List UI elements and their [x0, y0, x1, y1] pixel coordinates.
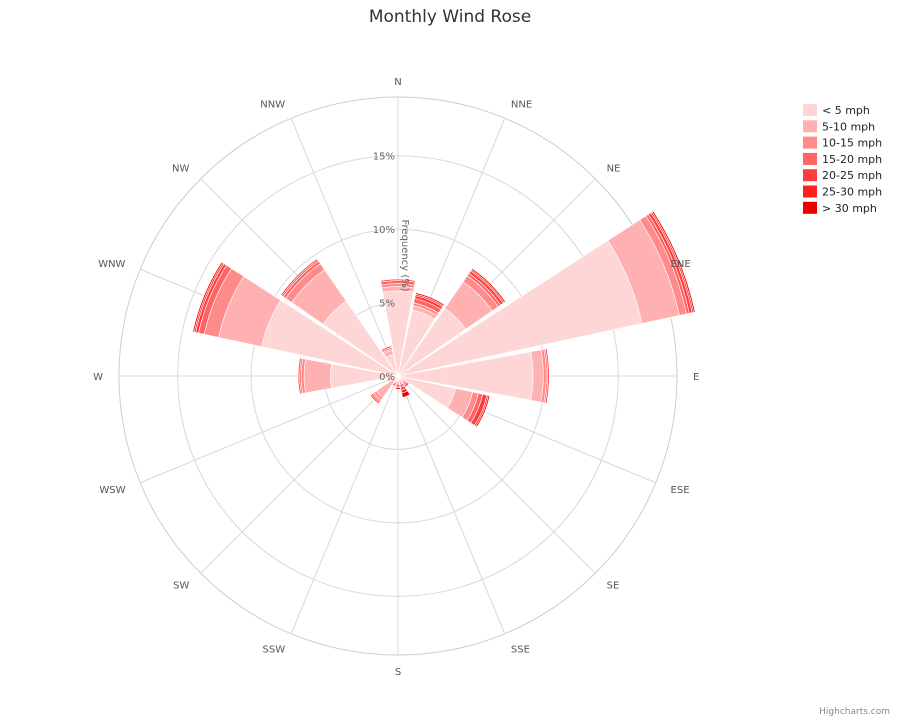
legend-swatch [803, 185, 817, 198]
bar-nnw-series-4[interactable] [380, 345, 393, 352]
bar-nw-series-5[interactable] [280, 258, 319, 297]
legend: < 5 mph 5-10 mph 10-15 mph 15-20 mph 20-25 m… [803, 104, 882, 215]
radial-tick-0: 0% [379, 372, 395, 383]
grid-spoke-nnw [290, 118, 399, 377]
radial-tick-15: 15% [373, 152, 395, 163]
radial-tick-labels: 0% 5% 10% 15% [373, 152, 395, 383]
chart-title: Monthly Wind Rose [369, 7, 531, 27]
bar-se-series-6[interactable] [404, 382, 410, 388]
direction-label-wsw: WSW [99, 485, 125, 496]
legend-swatch [803, 104, 817, 116]
bar-s-series-6[interactable] [395, 387, 401, 390]
bar-w-series-1[interactable] [303, 358, 332, 394]
direction-label-nnw: NNW [260, 99, 285, 110]
grid-spoke-sw [200, 375, 399, 574]
legend-swatch [803, 152, 817, 165]
credits-link[interactable]: Highcharts.com [819, 707, 890, 717]
direction-label-e: E [693, 372, 699, 383]
bars [192, 210, 696, 428]
legend-item-3[interactable]: 15-20 mph [803, 152, 882, 166]
bar-w-series-4[interactable] [297, 357, 302, 395]
bar-ese-series-6[interactable] [475, 395, 491, 428]
bar-n-series-4[interactable] [380, 278, 416, 283]
direction-label-n: N [394, 77, 401, 88]
direction-label-ese: ESE [671, 485, 690, 496]
direction-label-ene: ENE [671, 259, 691, 270]
bar-sse-series-6[interactable] [401, 390, 411, 398]
direction-label-ssw: SSW [263, 645, 286, 656]
bar-nne-series-6[interactable] [415, 292, 445, 307]
legend-swatch [803, 169, 817, 182]
direction-labels: N NNE NE ENE E ESE SE SSE S SSW SW WSW W WNW NW NNW [93, 77, 699, 678]
legend-swatch [803, 201, 817, 214]
legend-label: > 30 mph [822, 202, 877, 215]
legend-label: 5-10 mph [822, 120, 875, 133]
grid-spoke-se [397, 375, 596, 574]
bar-ssw-series-4[interactable] [392, 382, 397, 387]
grid-spoke-ssw [290, 375, 399, 634]
legend-item-5[interactable]: 25-30 mph [803, 185, 882, 199]
legend-label: 15-20 mph [822, 153, 882, 166]
bar-ene-series-6[interactable] [651, 210, 696, 313]
bar-sw-series-5[interactable] [369, 393, 381, 405]
bar-wsw-series-3[interactable] [387, 377, 392, 382]
direction-label-se: SE [607, 581, 620, 592]
direction-label-sse: SSE [511, 645, 530, 656]
legend-item-0[interactable]: < 5 mph [803, 104, 870, 117]
legend-label: 25-30 mph [822, 186, 882, 199]
radial-axis-title: Frequency (%) [399, 220, 410, 292]
legend-swatch [803, 136, 817, 149]
grid-spoke-wsw [140, 375, 399, 484]
bar-e-series-4[interactable] [544, 348, 550, 404]
direction-label-nw: NW [172, 163, 189, 174]
radial-tick-5: 5% [379, 299, 395, 310]
legend-swatch [803, 120, 817, 133]
legend-item-4[interactable]: 20-25 mph [803, 169, 882, 182]
direction-label-w: W [93, 372, 103, 383]
direction-label-sw: SW [173, 581, 189, 592]
direction-label-nne: NNE [511, 99, 532, 110]
legend-item-1[interactable]: 5-10 mph [803, 120, 875, 133]
legend-item-2[interactable]: 10-15 mph [803, 136, 882, 150]
direction-label-wnw: WNW [98, 259, 125, 270]
bar-wnw-series-6[interactable] [192, 261, 224, 333]
legend-label: < 5 mph [822, 104, 870, 117]
grid-spoke-sse [397, 375, 506, 634]
legend-label: 20-25 mph [822, 169, 882, 182]
legend-label: 10-15 mph [822, 137, 882, 150]
direction-label-ne: NE [607, 163, 621, 174]
bar-ne-series-6[interactable] [471, 268, 506, 303]
direction-label-s: S [395, 667, 401, 678]
legend-item-6[interactable]: > 30 mph [803, 201, 877, 215]
radial-tick-10: 10% [373, 225, 395, 236]
